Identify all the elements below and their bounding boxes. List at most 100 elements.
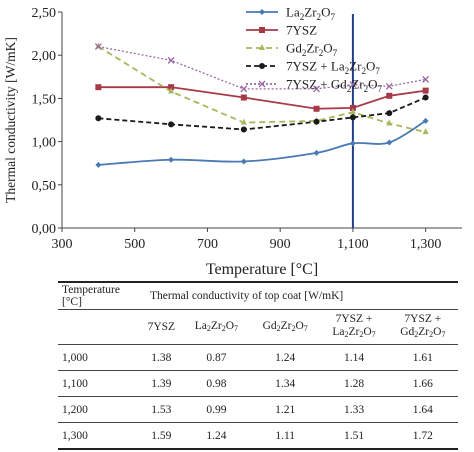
data-point <box>240 118 247 125</box>
data-point <box>95 115 102 122</box>
marker-stroke <box>240 85 248 93</box>
data-point <box>349 108 356 115</box>
table-cell-7ysz-la2zr2o7: 1.14 <box>343 351 365 364</box>
table-header-temperature: Temperature [°C] <box>62 284 120 308</box>
table-cell-7ysz-la2zr2o7: 1.28 <box>343 377 365 390</box>
table-col-gd2zr2o7: Gd2Zr2O7 <box>262 319 308 333</box>
table-row: 1,200 1.53 0.99 1.21 1.33 1.64 <box>58 396 458 423</box>
table-cell-7ysz: 1.39 <box>151 377 172 390</box>
series-line <box>98 96 426 131</box>
x-tick-label: 500 <box>124 237 145 252</box>
table-cell-gd2zr2o7: 1.34 <box>275 377 296 390</box>
data-point <box>240 94 247 101</box>
data-point <box>422 75 430 83</box>
data-point <box>168 84 175 91</box>
table-row: 1,000 1.38 0.87 1.24 1.14 1.61 <box>58 344 458 371</box>
x-tick-label: 900 <box>270 237 291 252</box>
table-cell-7ysz-la2zr2o7: 1.51 <box>343 429 365 442</box>
table-cell-temperature: 1,200 <box>62 403 88 416</box>
table-row: 1,300 1.59 1.24 1.11 1.51 1.72 <box>58 422 458 449</box>
data-point <box>167 56 175 64</box>
chart-series <box>94 42 430 168</box>
table-row: 1,100 1.39 0.98 1.34 1.28 1.66 <box>58 370 458 397</box>
data-point <box>349 140 356 147</box>
y-axis-label: Thermal conductivity [W/mK] <box>3 37 18 203</box>
y-tick-label: 0,00 <box>32 222 57 237</box>
table-col-la2zr2o7: La2Zr2O7 <box>194 319 239 333</box>
series-7ysz-gd2zr2o7 <box>94 43 430 93</box>
data-point <box>386 139 393 146</box>
table-subheader-blank <box>58 310 140 345</box>
data-point <box>240 126 247 133</box>
table-cell-7ysz: 1.53 <box>151 403 172 416</box>
data-point <box>422 87 429 94</box>
y-tick-label: 0,50 <box>32 179 57 194</box>
legend-item: 7YSZ <box>246 23 317 38</box>
table-cell-7ysz: 1.38 <box>151 351 172 364</box>
marker-stroke <box>385 82 393 90</box>
legend-item: La2Zr2O7 <box>246 5 335 22</box>
series-7ysz <box>95 84 429 112</box>
legend-label: 7YSZ + La2Zr2O7 <box>286 59 380 76</box>
series-la2zr2o7 <box>95 117 429 168</box>
y-tick-label: 1,50 <box>32 92 57 107</box>
data-point <box>168 156 175 163</box>
legend-swatch-marker <box>258 80 266 88</box>
data-point <box>313 85 321 93</box>
data-point <box>168 121 175 128</box>
table-cell-gd2zr2o7: 1.24 <box>275 351 296 364</box>
series-7ysz-la2zr2o7 <box>95 94 429 133</box>
data-point <box>95 42 102 49</box>
legend-swatch-marker <box>259 9 265 15</box>
legend-swatch-marker <box>259 63 265 69</box>
y-tick-label: 2,00 <box>32 49 57 64</box>
marker-stroke <box>94 43 102 51</box>
data-point <box>349 114 356 121</box>
y-tick-label: 2,50 <box>32 6 57 21</box>
table-cell-gd2zr2o7: 1.21 <box>275 403 296 416</box>
table-cell-gd2zr2o7: 1.11 <box>275 429 296 442</box>
legend-item: 7YSZ + La2Zr2O7 <box>246 59 380 76</box>
legend-swatch-marker <box>259 44 265 50</box>
thermal-conductivity-chart: 0,00 0,50 1,00 1,50 2,00 2,50 300 500 700 900 1,10… <box>3 5 462 278</box>
table-header-group: Thermal conductivity of top coat [W/mK] <box>150 290 344 302</box>
conductivity-table: Temperature [°C] Thermal conductivity of… <box>58 281 458 450</box>
legend-label: La2Zr2O7 <box>286 5 335 22</box>
data-point <box>386 110 393 117</box>
table-cell-la2zr2o7: 1.24 <box>206 429 227 442</box>
table-cell-temperature: 1,100 <box>62 377 88 390</box>
table-cell-la2zr2o7: 0.98 <box>206 377 227 390</box>
table-cell-la2zr2o7: 0.87 <box>206 351 227 364</box>
marker-stroke <box>258 80 266 88</box>
data-point <box>386 92 393 99</box>
marker-stroke <box>422 75 430 83</box>
x-tick-label: 700 <box>197 237 218 252</box>
table-cell-7ysz-gd2zr2o7: 1.72 <box>412 429 433 442</box>
legend-label: 7YSZ + Gd2Zr2O7 <box>286 77 383 94</box>
data-point <box>313 118 320 125</box>
legend-label: 7YSZ <box>286 23 317 38</box>
table-cell-7ysz-gd2zr2o7: 1.64 <box>412 403 433 416</box>
conductivity-table-container: Temperature [°C] Thermal conductivity of… <box>58 281 458 450</box>
data-point <box>95 84 102 91</box>
x-tick-label: 1,100 <box>337 237 369 252</box>
data-point <box>349 104 356 111</box>
legend-item: 7YSZ + Gd2Zr2O7 <box>246 77 383 94</box>
x-axis-label: Temperature [°C] <box>206 261 318 278</box>
table-col-7ysz-gd2zr2o7: 7YSZ + Gd2Zr2O7 <box>400 313 446 339</box>
table-cell-7ysz-la2zr2o7: 1.33 <box>343 403 365 416</box>
table-cell-7ysz-gd2zr2o7: 1.61 <box>412 351 433 364</box>
table-cell-la2zr2o7: 0.99 <box>206 403 227 416</box>
data-point <box>240 85 248 93</box>
legend-label: Gd2Zr2O7 <box>286 41 338 58</box>
data-point <box>349 81 357 89</box>
table-col-7ysz: 7YSZ <box>147 320 176 333</box>
data-point <box>385 82 393 90</box>
data-point <box>240 158 247 165</box>
data-point <box>313 105 320 112</box>
marker-stroke <box>167 56 175 64</box>
table-cell-temperature: 1,300 <box>62 429 88 442</box>
x-tick-label: 1,300 <box>410 237 442 252</box>
data-point <box>422 94 429 101</box>
